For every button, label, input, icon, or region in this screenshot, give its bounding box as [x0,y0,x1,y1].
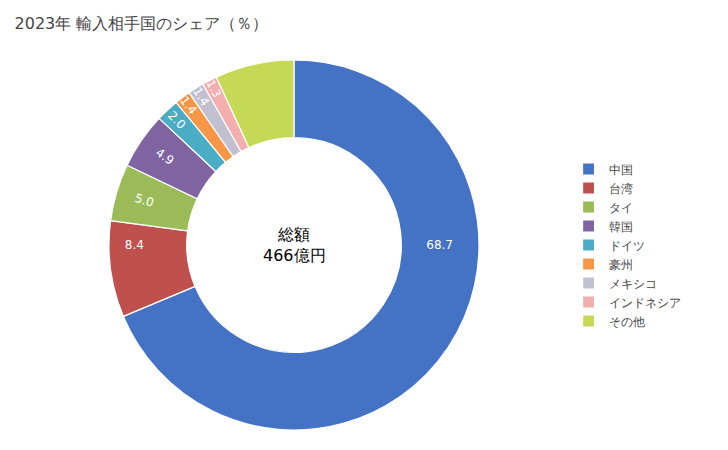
svg-text:ドイツ: ドイツ [609,239,645,253]
svg-text:8.4: 8.4 [125,238,144,252]
svg-text:豪州: 豪州 [609,258,633,272]
svg-text:1.3: 1.3 [203,78,224,100]
svg-text:タイ: タイ [609,201,633,215]
svg-text:中国: 中国 [609,163,633,177]
svg-text:2.0: 2.0 [165,108,189,132]
svg-text:その他: その他 [609,315,645,329]
svg-text:68.7: 68.7 [426,238,453,252]
svg-text:1.4: 1.4 [190,84,213,109]
svg-text:5.0: 5.0 [133,191,155,210]
svg-text:1.4: 1.4 [177,93,200,118]
svg-text:韓国: 韓国 [609,220,633,234]
svg-text:2023年 輸入相手国のシェア（％）: 2023年 輸入相手国のシェア（％） [15,14,269,33]
svg-text:総額466億円: 総額466億円 [263,225,326,265]
svg-text:メキシコ: メキシコ [609,277,657,291]
svg-text:台湾: 台湾 [609,182,633,196]
svg-text:4.9: 4.9 [153,145,177,167]
svg-text:インドネシア: インドネシア [609,296,681,310]
